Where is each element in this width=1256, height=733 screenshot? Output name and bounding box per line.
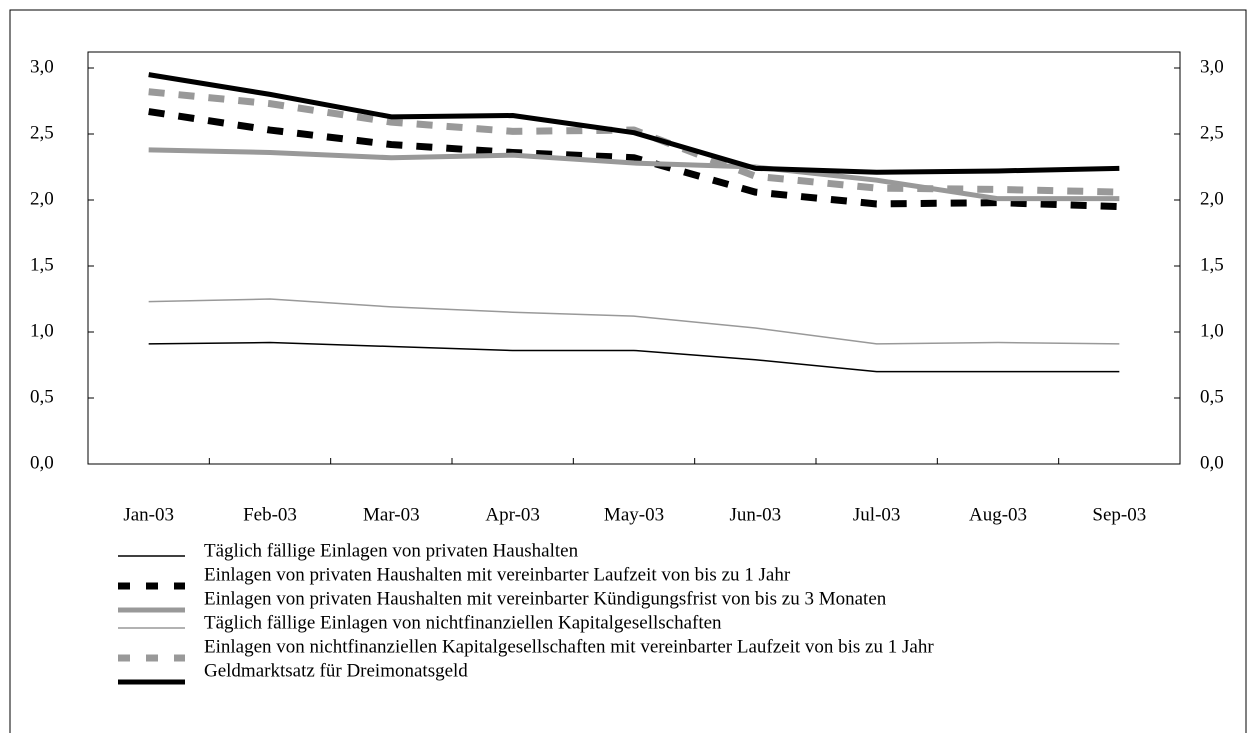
x-tick-label: Sep-03	[1092, 504, 1146, 525]
y-tick-label: 2,5	[30, 122, 54, 143]
y2-tick-label: 2,5	[1200, 122, 1224, 143]
x-tick-label: Jan-03	[123, 504, 174, 525]
series-line	[148, 108, 1120, 211]
y-tick-label: 1,5	[30, 254, 54, 275]
legend-label: Einlagen von privaten Haushalten mit ver…	[204, 564, 791, 585]
series-line	[148, 298, 1120, 345]
y-tick-label: 0,5	[30, 386, 54, 407]
x-tick-label: Mar-03	[363, 504, 420, 525]
x-tick-label: Aug-03	[969, 504, 1027, 525]
series-line	[148, 147, 1120, 202]
y2-tick-label: 1,5	[1200, 254, 1224, 275]
legend-label: Täglich fällige Einlagen von privaten Ha…	[204, 540, 579, 561]
y-tick-label: 0,0	[30, 452, 54, 473]
x-tick-label: Feb-03	[243, 504, 297, 525]
x-tick-label: Apr-03	[485, 504, 540, 525]
x-tick-label: Jun-03	[729, 504, 781, 525]
x-tick-label: May-03	[604, 504, 664, 525]
legend-label: Einlagen von nichtfinanziellen Kapitalge…	[204, 636, 934, 657]
frame	[9, 9, 1247, 733]
y2-tick-label: 2,0	[1200, 188, 1224, 209]
y2-tick-label: 1,0	[1200, 320, 1224, 341]
series-line	[148, 88, 1120, 196]
y2-tick-label: 0,0	[1200, 452, 1224, 473]
legend-label: Einlagen von privaten Haushalten mit ver…	[204, 588, 887, 609]
legend-label: Geldmarktsatz für Dreimonatsgeld	[204, 660, 468, 681]
plot-area	[87, 51, 1181, 465]
legend-label: Täglich fällige Einlagen von nichtfinanz…	[204, 612, 722, 633]
x-tick-label: Jul-03	[853, 504, 901, 525]
y-tick-label: 1,0	[30, 320, 54, 341]
y-tick-label: 2,0	[30, 188, 54, 209]
series-line	[148, 72, 1120, 175]
y-tick-label: 3,0	[30, 56, 54, 77]
y2-tick-label: 3,0	[1200, 56, 1224, 77]
series-line	[148, 341, 1120, 373]
y2-tick-label: 0,5	[1200, 386, 1224, 407]
